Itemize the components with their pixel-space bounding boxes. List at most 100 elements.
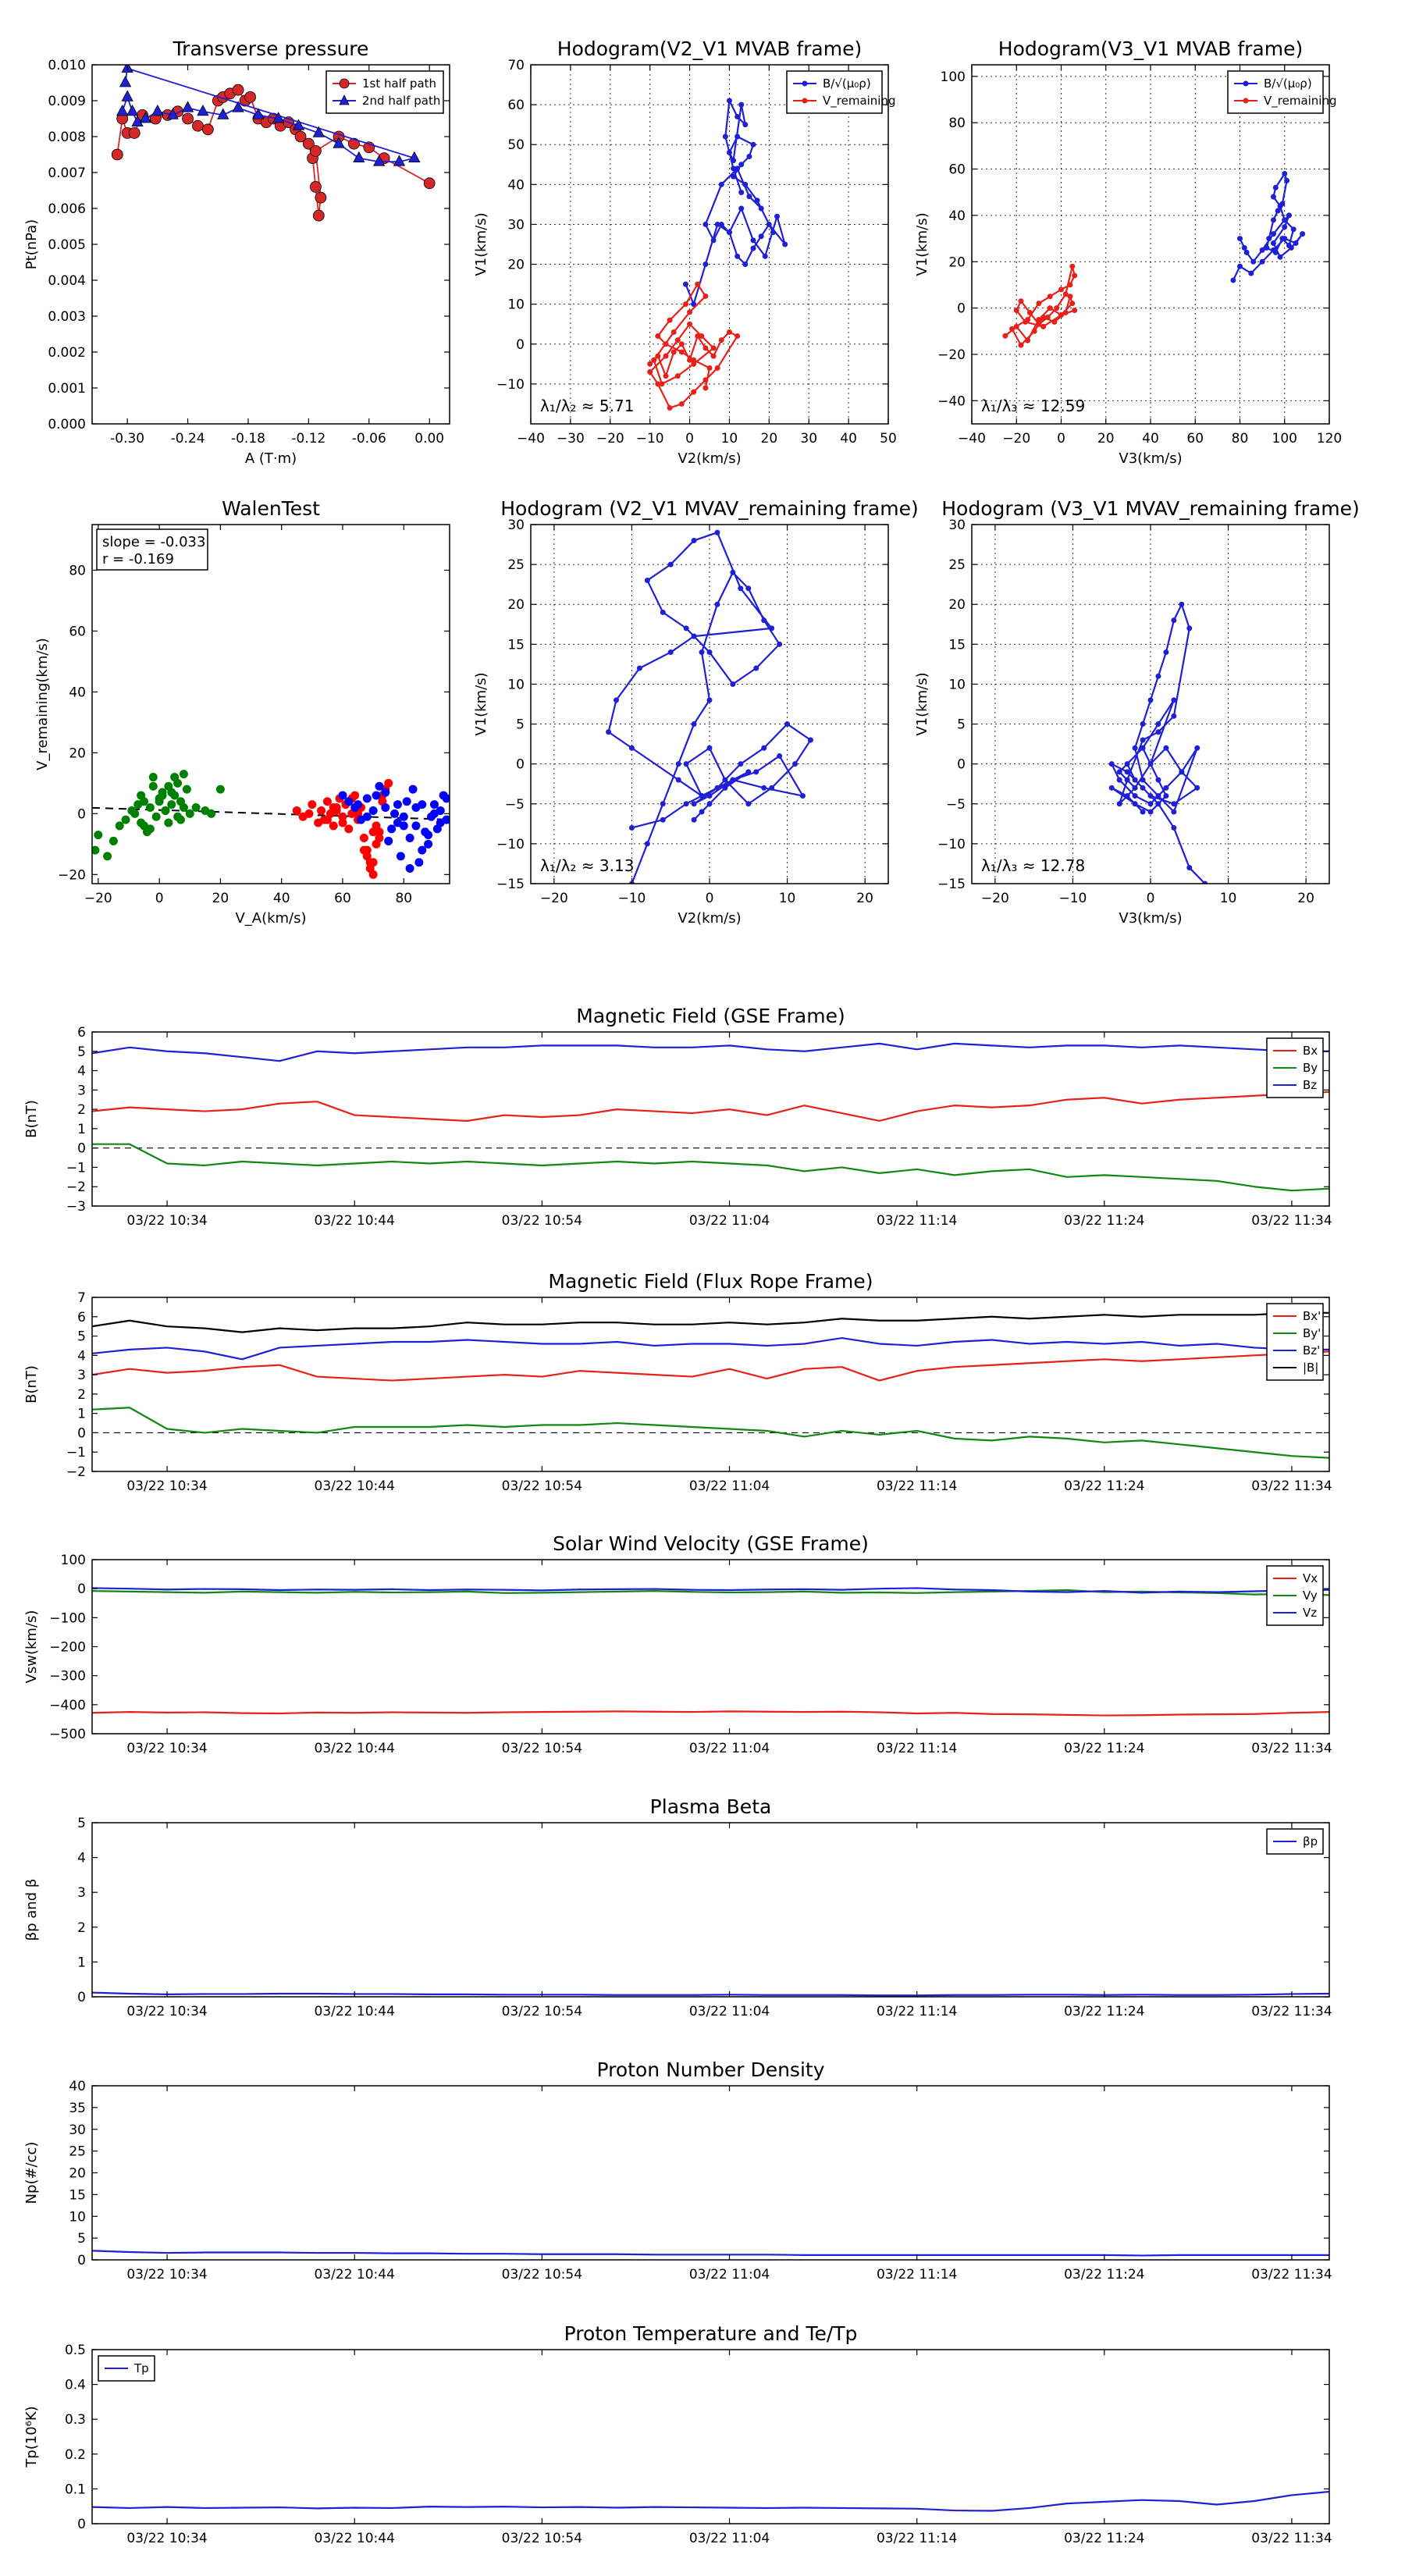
data-point <box>292 806 301 815</box>
data-point <box>745 801 752 807</box>
data-point <box>745 769 752 775</box>
data-point <box>1275 208 1281 214</box>
data-point <box>322 797 332 806</box>
data-point <box>1069 263 1076 269</box>
ratio-annotation: λ₁/λ₂ ≈ 5.71 <box>540 397 634 415</box>
data-point <box>384 778 393 788</box>
x-tick-label: 03/22 10:44 <box>315 2267 395 2282</box>
data-point <box>292 119 305 130</box>
data-point <box>738 190 745 196</box>
plot-frame <box>91 524 450 884</box>
data-point <box>411 821 421 831</box>
y-tick-label: 60 <box>948 162 966 178</box>
data-point <box>317 806 326 815</box>
legend-label: |B| <box>1303 1361 1318 1375</box>
y-tick-label: 1 <box>77 1955 86 1970</box>
x-tick-label: -0.18 <box>231 431 265 447</box>
y-tick-label: −400 <box>49 1698 86 1713</box>
data-point <box>1272 184 1279 190</box>
data-point <box>1259 247 1265 253</box>
legend-label: Tp <box>133 2361 149 2375</box>
plot-area <box>606 529 813 884</box>
data-point <box>706 793 713 799</box>
data-point <box>427 812 436 821</box>
x-tick-label: 03/22 11:14 <box>877 1213 957 1229</box>
data-point <box>1072 308 1078 314</box>
data-point <box>192 119 204 132</box>
y-tick-label: 100 <box>61 1553 86 1568</box>
data-point <box>1124 769 1130 775</box>
data-point <box>252 108 265 119</box>
y-tick-label: −200 <box>49 1640 86 1656</box>
data-point <box>396 852 405 861</box>
x-tick-label: 03/22 10:54 <box>502 2004 582 2019</box>
data-point <box>750 237 756 244</box>
data-point <box>753 665 759 671</box>
data-point <box>1116 801 1122 807</box>
data-point <box>108 836 118 845</box>
data-point <box>1237 236 1243 242</box>
data-point <box>1163 649 1169 656</box>
data-point <box>1163 785 1169 791</box>
legend-label: Bx <box>1303 1044 1318 1058</box>
data-point <box>659 381 665 387</box>
x-tick-label: 03/22 10:34 <box>126 1213 207 1229</box>
data-point <box>1300 231 1306 237</box>
legend-marker <box>1243 98 1249 104</box>
data-point <box>1140 809 1146 815</box>
data-point <box>660 817 666 823</box>
chart-title: Hodogram (V3_V1 MVAV_remaining frame) <box>941 497 1360 520</box>
data-point <box>606 729 612 735</box>
chart-np: Proton Number Density 03/22 10:34 03/22 10… <box>23 2058 1332 2282</box>
data-point <box>201 806 210 815</box>
data-point <box>683 761 689 767</box>
data-point <box>682 281 688 287</box>
y-tick-label: 0 <box>77 806 86 822</box>
data-point <box>368 870 378 879</box>
legend-marker <box>1243 80 1249 87</box>
y-tick-label: −40 <box>937 393 966 409</box>
y-tick-label: 80 <box>69 563 86 578</box>
data-point <box>1124 793 1130 799</box>
chart-title: Proton Number Density <box>597 2058 825 2081</box>
data-point <box>429 800 439 809</box>
y-tick-label: 1 <box>77 1407 86 1422</box>
legend: 1st half path 2nd half path <box>325 70 444 114</box>
data-point <box>647 361 653 367</box>
chart-tp: Transverse pressure -0.30 -0.24 -0.18 -0.12 -… <box>23 37 450 467</box>
data-point <box>332 806 341 815</box>
x-tick-label: 03/22 10:54 <box>502 1741 582 1756</box>
y-tick-label: 6 <box>77 1025 86 1041</box>
data-point <box>182 112 194 125</box>
x-tick-label: 03/22 11:04 <box>689 1478 770 1494</box>
x-tick-label: 03/22 11:14 <box>877 1478 957 1494</box>
y-tick-label: 0.007 <box>48 165 86 181</box>
data-point <box>691 301 697 308</box>
data-point <box>432 824 442 834</box>
legend-label: By' <box>1303 1326 1321 1340</box>
data-point <box>362 812 372 821</box>
y-tick-label: −10 <box>496 377 525 393</box>
data-point <box>148 773 158 782</box>
data-point <box>774 213 781 219</box>
x-tick-label: 03/22 11:14 <box>877 2531 957 2546</box>
series-line-bz- <box>92 1336 1329 1361</box>
legend-label: 2nd half path <box>362 94 440 108</box>
y-axis-label: Vsw(km/s) <box>23 1610 40 1684</box>
data-point <box>179 770 188 779</box>
chart-title: Plasma Beta <box>650 1795 772 1818</box>
data-point <box>1259 258 1265 265</box>
chart-tp_temp: Proton Temperature and Te/Tp 03/22 10:34 0… <box>23 2322 1332 2546</box>
data-point <box>730 681 736 687</box>
data-point <box>232 101 244 112</box>
data-point <box>1116 769 1122 775</box>
plot-area <box>92 1311 1329 1459</box>
data-point <box>1062 291 1069 297</box>
data-point <box>730 569 736 575</box>
data-point <box>1272 249 1279 255</box>
data-point <box>405 834 414 843</box>
y-tick-label: 80 <box>948 116 966 131</box>
data-point <box>312 209 325 222</box>
chart-mag_gse: Magnetic Field (GSE Frame) 03/22 10:34 03/… <box>23 1005 1332 1229</box>
y-tick-label: 60 <box>69 624 86 639</box>
